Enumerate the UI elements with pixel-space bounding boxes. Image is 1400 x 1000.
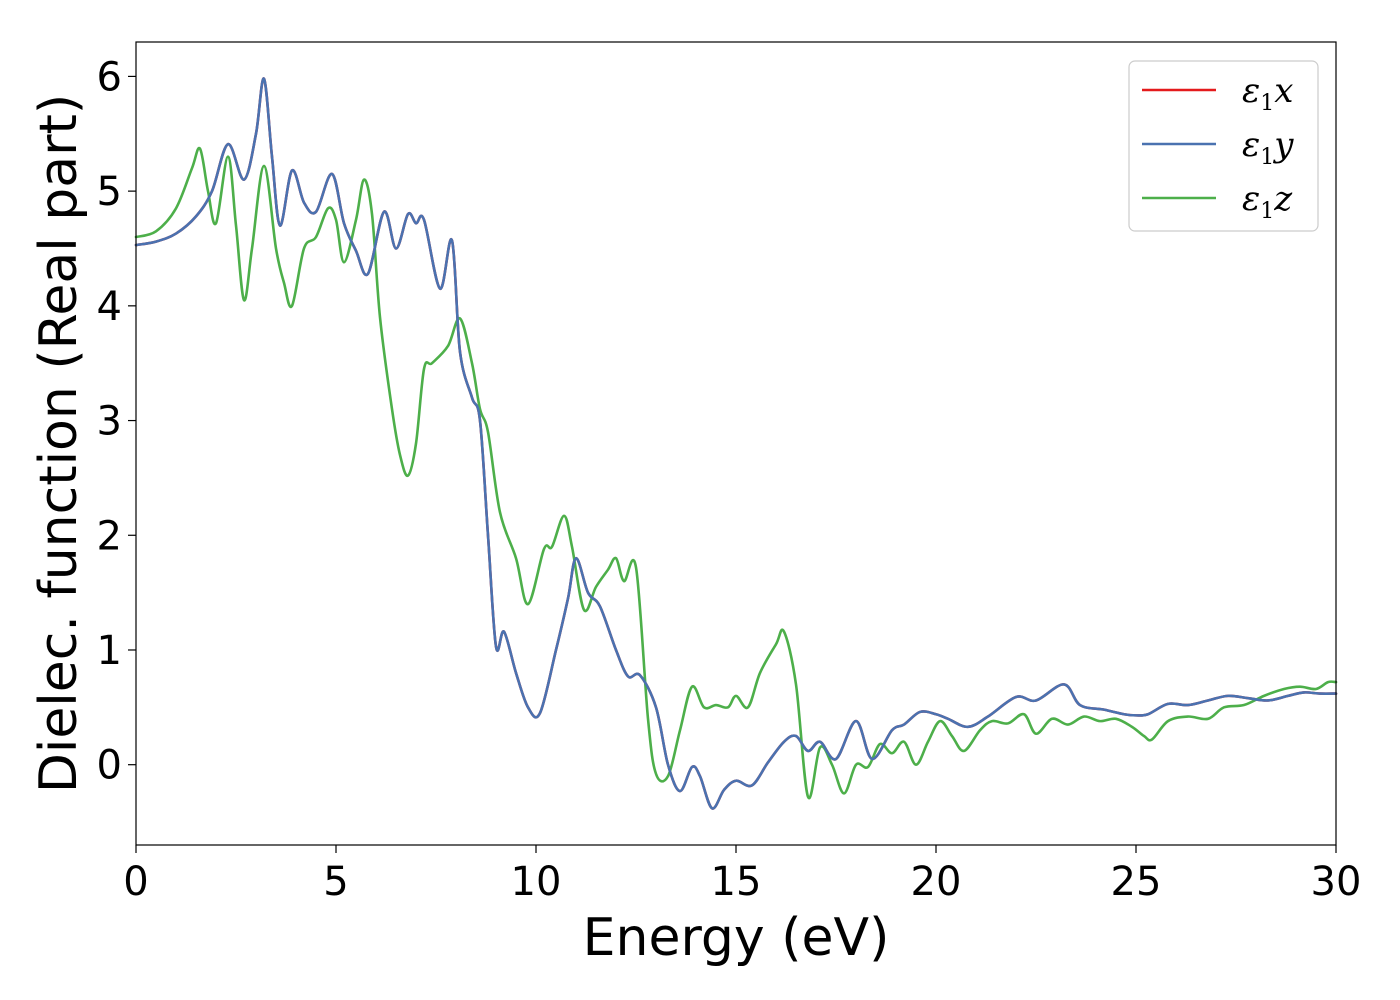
legend-label-z: ε1z (1242, 179, 1293, 224)
series-lines (134, 77, 1338, 810)
legend-label-base: ε (1242, 71, 1260, 111)
x-tick-label: 15 (711, 859, 762, 905)
x-axis-label: Energy (eV) (583, 908, 890, 968)
x-tick-label: 25 (1111, 859, 1162, 905)
y-axis-ticks: 0 1 2 3 4 5 6 (97, 54, 136, 789)
y-tick-label: 6 (97, 54, 122, 100)
y-tick-label: 4 (97, 284, 122, 330)
series-line-y (134, 77, 1338, 810)
y-tick-label: 1 (97, 628, 122, 674)
x-tick-label: 20 (911, 859, 962, 905)
legend-label-base: ε (1242, 125, 1260, 165)
y-tick-label: 3 (97, 399, 122, 445)
legend-label-y: ε1y (1242, 125, 1294, 170)
series-line-z (134, 146, 1338, 800)
legend-label-component: y (1272, 125, 1294, 165)
legend-label-base: ε (1242, 179, 1260, 219)
x-tick-label: 30 (1311, 859, 1362, 905)
y-tick-label: 5 (97, 169, 122, 215)
y-axis-label: Dielec. function (Real part) (29, 94, 89, 793)
legend-label-subscript: 1 (1260, 145, 1274, 170)
y-tick-label: 2 (97, 513, 122, 559)
x-tick-label: 0 (123, 859, 148, 905)
legend-label-subscript: 1 (1260, 91, 1274, 116)
legend-label-component: x (1274, 71, 1293, 111)
x-tick-label: 10 (511, 859, 562, 905)
legend-box (1128, 60, 1319, 232)
legend-label-subscript: 1 (1260, 199, 1274, 224)
x-axis-ticks: 0 5 10 15 20 25 30 (123, 845, 1361, 905)
legend-label-x: ε1x (1242, 71, 1293, 116)
x-tick-label: 5 (323, 859, 348, 905)
legend-label-component: z (1273, 179, 1293, 219)
y-tick-label: 0 (97, 743, 122, 789)
